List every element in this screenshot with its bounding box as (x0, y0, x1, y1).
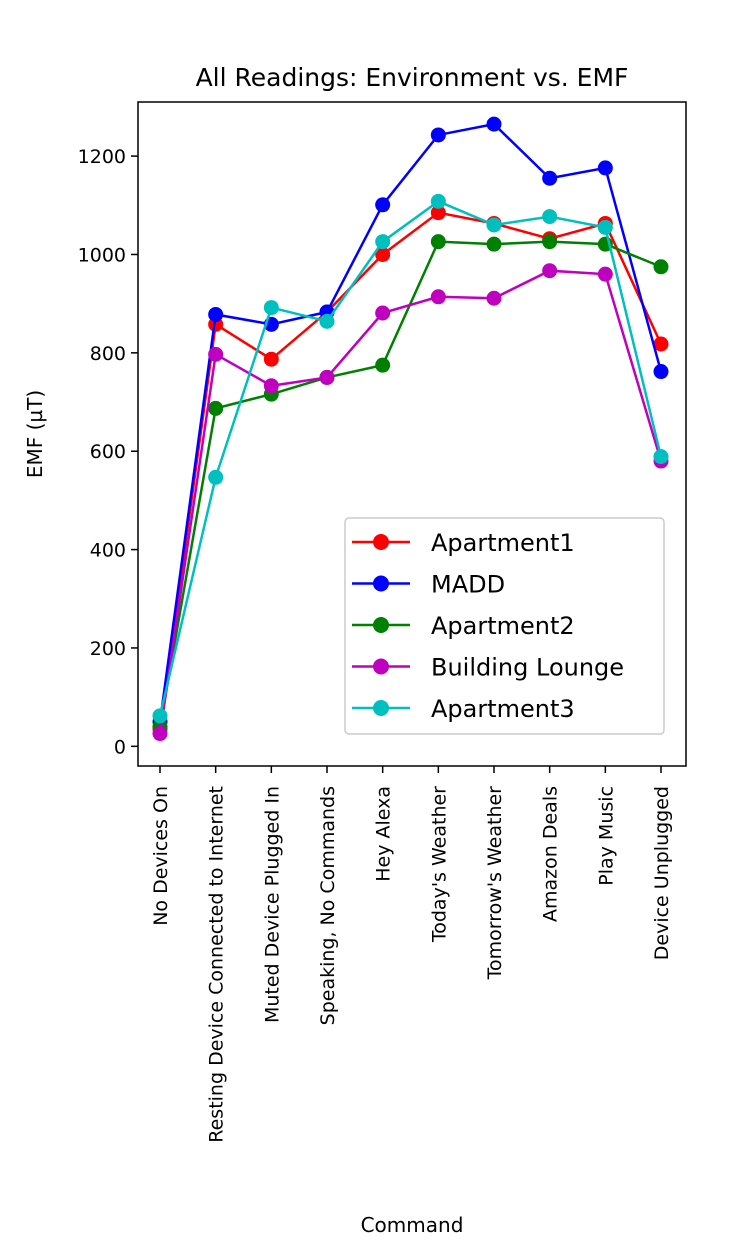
legend-frame (344, 517, 665, 735)
chart-title: All Readings: Environment vs. EMF (196, 63, 629, 92)
data-point (542, 234, 558, 250)
x-tick-label: No Devices On (150, 786, 172, 926)
data-point (486, 116, 502, 132)
data-point (208, 400, 224, 416)
data-point (375, 357, 391, 373)
legend-label: Apartment3 (431, 695, 575, 723)
y-tick-label: 400 (90, 540, 126, 562)
data-point (152, 726, 168, 742)
data-point (486, 290, 502, 306)
data-point (597, 266, 613, 282)
data-point (152, 708, 168, 724)
legend: Apartment1 MADD Apartment2 Building Lounge A… (344, 517, 665, 735)
data-point (653, 259, 669, 275)
x-tick-label: Speaking, No Commands (317, 786, 339, 1025)
series-line (158, 122, 663, 722)
data-point (375, 305, 391, 321)
x-tick-label: Amazon Deals (540, 786, 562, 922)
data-point (319, 313, 335, 329)
y-tick-label: 0 (114, 736, 126, 758)
data-point (430, 234, 446, 250)
y-tick-label: 800 (90, 343, 126, 365)
y-tick-label: 200 (90, 638, 126, 660)
y-tick-label: 1200 (78, 146, 126, 168)
series-line (158, 199, 663, 717)
y-tick-label: 600 (90, 441, 126, 463)
data-point (542, 209, 558, 225)
data-point (430, 205, 446, 221)
legend-label: Apartment2 (431, 612, 575, 640)
y-axis: 0 200 400 600 800 1000 1200 (78, 146, 138, 758)
y-tick-label: 1000 (78, 244, 126, 266)
data-point (319, 369, 335, 385)
data-point (486, 217, 502, 233)
x-tick-label: Tomorrow's Weather (484, 786, 506, 981)
data-point (542, 263, 558, 279)
legend-item: Apartment3 (352, 695, 575, 723)
legend-item: MADD (352, 571, 505, 599)
legend-label: MADD (431, 571, 505, 599)
data-point (430, 127, 446, 143)
data-point (430, 289, 446, 305)
data-point (653, 336, 669, 352)
x-axis-label: Command (361, 1213, 464, 1237)
data-point (375, 234, 391, 250)
series-line (158, 211, 663, 730)
x-tick-label: Resting Device Connected to Internet (206, 786, 228, 1143)
x-tick-label: Muted Device Plugged In (261, 786, 283, 1023)
plot-area (137, 101, 687, 767)
legend-label: Apartment1 (431, 529, 575, 557)
data-point (430, 193, 446, 209)
legend-marker (373, 700, 389, 716)
x-tick-label: Hey Alexa (373, 786, 395, 882)
legend-label: Building Lounge (431, 654, 624, 682)
x-tick-label: Device Unplugged (651, 786, 673, 960)
data-point (208, 346, 224, 362)
data-point (375, 246, 391, 262)
series-line (158, 240, 662, 727)
y-axis-label: EMF (µT) (23, 390, 47, 478)
data-point (263, 378, 279, 394)
data-point (542, 170, 558, 186)
x-tick-label: Play Music (595, 786, 617, 886)
data-point (653, 364, 669, 380)
series-layer (152, 116, 669, 742)
data-point (263, 351, 279, 367)
legend-marker (373, 658, 389, 675)
data-point (208, 306, 224, 322)
legend-item: Apartment1 (352, 529, 575, 557)
data-point (208, 469, 224, 485)
legend-item: Building Lounge (352, 654, 624, 682)
data-point (263, 300, 279, 316)
data-point (486, 236, 502, 252)
data-point (375, 197, 391, 213)
series-apartment3 (152, 193, 669, 724)
x-tick-label: Today's Weather (428, 786, 450, 943)
series-line (158, 269, 663, 734)
x-axis: No Devices On Resting Device Connected to… (150, 766, 673, 1143)
data-point (597, 219, 613, 235)
legend-marker (373, 617, 389, 633)
legend-marker (373, 534, 389, 550)
data-point (653, 449, 669, 465)
legend-item: Apartment2 (352, 612, 575, 640)
legend-marker (373, 575, 389, 592)
data-point (597, 160, 613, 176)
